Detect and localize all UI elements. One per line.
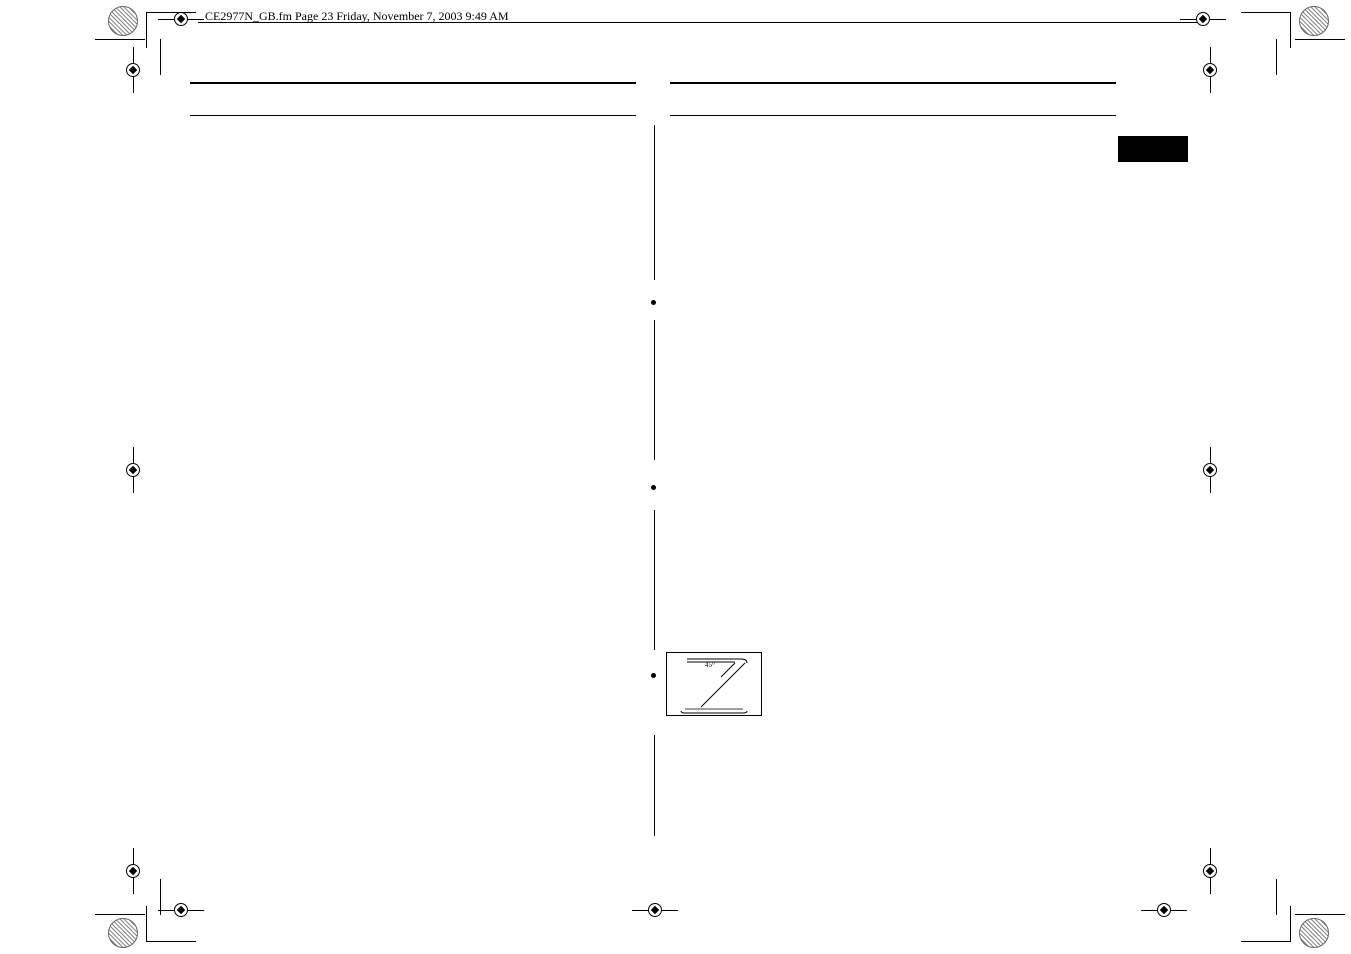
crop-line xyxy=(146,12,147,48)
bullet-icon xyxy=(651,485,656,490)
column-rule-right-thin xyxy=(670,115,1116,116)
column-rule-left-thick xyxy=(190,82,636,84)
registration-mark xyxy=(1194,10,1212,28)
crop-line xyxy=(146,941,196,942)
registration-mark xyxy=(1155,901,1173,919)
center-divider xyxy=(654,125,655,280)
crop-line xyxy=(1241,941,1291,942)
corner-hatch-br xyxy=(1299,918,1329,948)
corner-hatch-tr xyxy=(1299,6,1329,36)
registration-mark xyxy=(124,61,142,79)
crop-line xyxy=(1241,12,1291,13)
crop-line xyxy=(95,39,145,40)
column-rule-right-thick xyxy=(670,82,1116,84)
center-divider xyxy=(654,735,655,836)
crop-line xyxy=(160,39,161,75)
registration-mark xyxy=(1201,461,1219,479)
registration-mark xyxy=(1201,862,1219,880)
angle-label-text: 45° xyxy=(705,661,715,669)
header-underline xyxy=(198,22,1198,23)
bullet-icon xyxy=(651,673,656,678)
crop-line xyxy=(1295,914,1345,915)
registration-mark xyxy=(172,10,190,28)
registration-mark xyxy=(1201,61,1219,79)
bullet-icon xyxy=(651,300,656,305)
registration-mark xyxy=(124,461,142,479)
crop-line xyxy=(1290,12,1291,48)
corner-hatch-bl xyxy=(108,918,138,948)
crop-line xyxy=(1276,39,1277,75)
registration-mark xyxy=(646,901,664,919)
figure-angle-diagram: 45° xyxy=(666,652,762,716)
crop-line xyxy=(1290,906,1291,942)
crop-line xyxy=(1276,879,1277,915)
crop-line xyxy=(1295,39,1345,40)
page-tab xyxy=(1118,136,1188,162)
center-divider xyxy=(654,320,655,460)
crop-line xyxy=(146,906,147,942)
crop-line xyxy=(95,914,145,915)
corner-hatch-tl xyxy=(108,6,138,36)
registration-mark xyxy=(172,901,190,919)
registration-mark xyxy=(124,862,142,880)
column-rule-left-thin xyxy=(190,115,636,116)
center-divider xyxy=(654,510,655,650)
